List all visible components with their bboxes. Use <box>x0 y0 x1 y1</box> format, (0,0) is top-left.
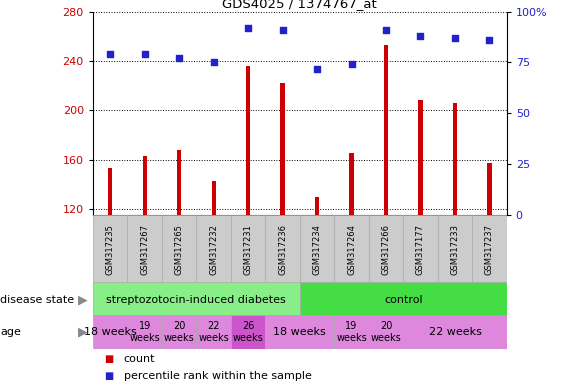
Point <box>175 55 184 61</box>
Text: GSM317231: GSM317231 <box>244 224 253 275</box>
Bar <box>265 215 300 284</box>
Bar <box>280 83 285 215</box>
Point <box>106 51 115 57</box>
Bar <box>93 282 300 317</box>
Text: GSM317266: GSM317266 <box>382 224 391 275</box>
Point <box>450 35 459 41</box>
Point <box>347 61 356 68</box>
Bar <box>93 215 127 284</box>
Bar <box>438 215 472 284</box>
Text: GSM317237: GSM317237 <box>485 224 494 275</box>
Text: streptozotocin-induced diabetes: streptozotocin-induced diabetes <box>106 295 286 305</box>
Text: 22 weeks: 22 weeks <box>428 327 481 337</box>
Text: 22
weeks: 22 weeks <box>198 321 229 343</box>
Text: GSM317264: GSM317264 <box>347 224 356 275</box>
Point <box>312 65 321 71</box>
Bar <box>315 197 319 215</box>
Bar <box>350 153 354 215</box>
Bar <box>108 168 112 215</box>
Bar <box>472 215 507 284</box>
Text: 18 weeks: 18 weeks <box>84 327 136 337</box>
Bar <box>142 156 147 215</box>
Bar <box>196 315 231 349</box>
Text: 20
weeks: 20 weeks <box>370 321 401 343</box>
Text: age: age <box>0 327 21 337</box>
Bar <box>231 315 265 349</box>
Text: 19
weeks: 19 weeks <box>336 321 367 343</box>
Point <box>140 51 149 57</box>
Point <box>485 37 494 43</box>
Text: 26
weeks: 26 weeks <box>233 321 263 343</box>
Point <box>209 59 218 65</box>
Point <box>278 27 287 33</box>
Point <box>382 27 391 33</box>
Text: percentile rank within the sample: percentile rank within the sample <box>124 371 312 381</box>
Bar <box>265 315 334 349</box>
Bar <box>403 315 507 349</box>
Text: GSM317265: GSM317265 <box>175 224 184 275</box>
Text: GSM317267: GSM317267 <box>140 224 149 275</box>
Bar <box>212 180 216 215</box>
Bar <box>369 315 403 349</box>
Bar <box>369 215 403 284</box>
Point <box>244 25 253 31</box>
Text: 18 weeks: 18 weeks <box>274 327 326 337</box>
Text: ■: ■ <box>104 371 113 381</box>
Text: 19
weeks: 19 weeks <box>129 321 160 343</box>
Bar <box>196 215 231 284</box>
Bar <box>177 150 181 215</box>
Bar <box>334 215 369 284</box>
Bar <box>93 315 127 349</box>
Text: disease state: disease state <box>0 295 74 305</box>
Text: GSM317177: GSM317177 <box>416 224 425 275</box>
Bar <box>162 315 196 349</box>
Bar <box>127 315 162 349</box>
Point <box>416 33 425 39</box>
Text: ▶: ▶ <box>78 293 87 306</box>
Text: ■: ■ <box>104 354 113 364</box>
Bar <box>300 215 334 284</box>
Bar <box>453 103 457 215</box>
Bar <box>300 282 507 317</box>
Bar <box>384 45 388 215</box>
Bar <box>403 215 438 284</box>
Text: 20
weeks: 20 weeks <box>164 321 194 343</box>
Bar <box>246 66 250 215</box>
Bar <box>231 215 265 284</box>
Text: control: control <box>384 295 423 305</box>
Text: GSM317235: GSM317235 <box>106 224 115 275</box>
Text: ▶: ▶ <box>78 326 87 339</box>
Title: GDS4025 / 1374767_at: GDS4025 / 1374767_at <box>222 0 377 10</box>
Text: GSM317232: GSM317232 <box>209 224 218 275</box>
Bar <box>488 163 491 215</box>
Text: count: count <box>124 354 155 364</box>
Text: GSM317233: GSM317233 <box>450 224 459 275</box>
Bar <box>418 100 423 215</box>
Bar <box>127 215 162 284</box>
Text: GSM317236: GSM317236 <box>278 224 287 275</box>
Text: GSM317234: GSM317234 <box>312 224 321 275</box>
Bar <box>162 215 196 284</box>
Bar <box>334 315 369 349</box>
